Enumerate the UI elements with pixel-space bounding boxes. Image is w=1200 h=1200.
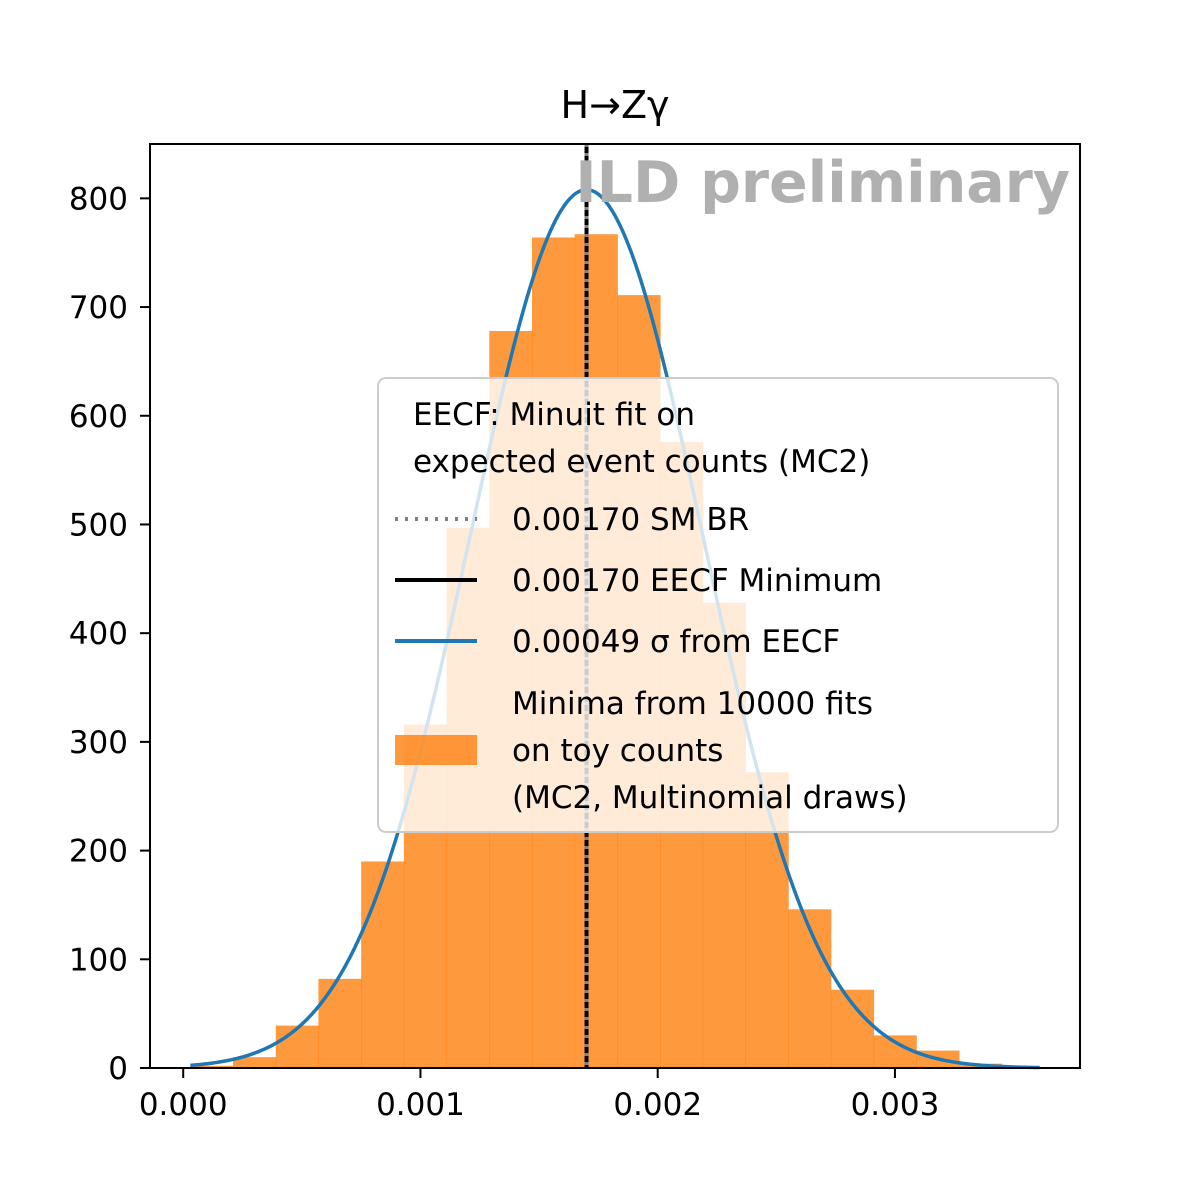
legend-box — [377, 377, 1059, 833]
y-tick-label: 600 — [69, 399, 128, 435]
legend-title: EECF: Minuit fit on — [413, 397, 695, 433]
chart-title: H→Zγ — [561, 83, 670, 127]
x-tick-label: 0.001 — [376, 1087, 465, 1123]
legend: EECF: Minuit fit on expected event counts… — [377, 377, 1059, 833]
x-tick-label: 0.003 — [851, 1087, 940, 1123]
y-tick-label: 800 — [69, 181, 128, 217]
watermark-text: ILD preliminary — [575, 150, 1070, 216]
histogram-bar — [318, 978, 362, 1068]
x-tick-label: 0.000 — [139, 1087, 228, 1123]
legend-entry-label: (MC2, Multinomial draws) — [512, 780, 908, 816]
legend-title: expected event counts (MC2) — [413, 444, 870, 480]
histogram-bar — [275, 1025, 319, 1068]
y-tick-label: 200 — [69, 834, 128, 870]
y-axis: 0 100 200 300 400 500 600 700 800 — [69, 181, 150, 1087]
histogram-bar — [233, 1057, 277, 1068]
gaussian-curve-layer — [190, 187, 1040, 1070]
x-tick-label: 0.002 — [613, 1087, 702, 1123]
y-tick-label: 300 — [69, 725, 128, 761]
x-axis: 0.000 0.001 0.002 0.003 — [139, 1068, 939, 1123]
gaussian-fit-line — [190, 187, 1040, 1070]
y-tick-label: 100 — [69, 942, 128, 978]
y-tick-label: 700 — [69, 290, 128, 326]
histogram-bar — [788, 909, 832, 1068]
y-tick-label: 500 — [69, 507, 128, 543]
histogram-bar — [190, 1065, 234, 1068]
legend-patch — [395, 735, 477, 765]
legend-entry-label: 0.00049 σ from EECF — [512, 624, 840, 660]
legend-entry-label: on toy counts — [512, 733, 723, 769]
legend-entry-label: 0.00170 SM BR — [512, 502, 749, 538]
y-tick-label: 0 — [108, 1051, 128, 1087]
histogram-bar — [361, 861, 405, 1068]
axes-frame — [149, 143, 1081, 1069]
legend-entry-label: Minima from 10000 fits — [512, 686, 873, 722]
y-tick-label: 400 — [69, 616, 128, 652]
legend-entry-label: 0.00170 EECF Minimum — [512, 563, 882, 599]
